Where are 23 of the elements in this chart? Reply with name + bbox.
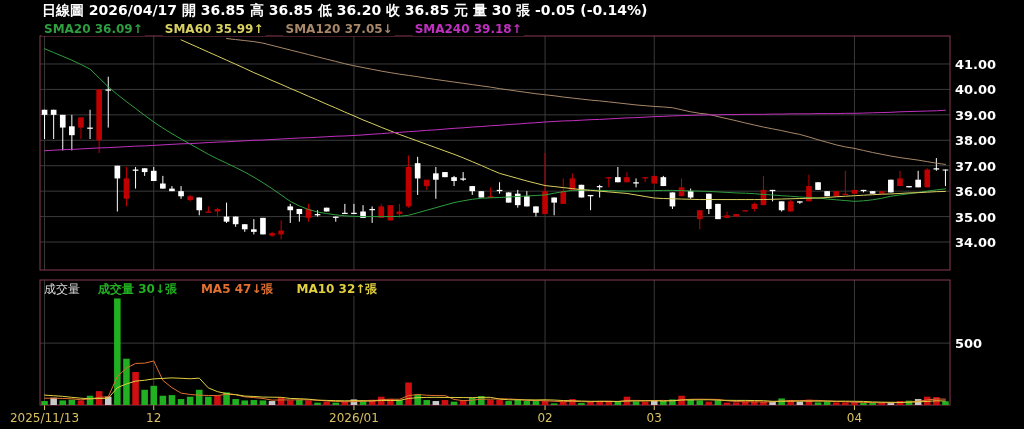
y-tick-label: 500 <box>955 336 983 352</box>
x-tick-label: 2025/11/13 <box>9 411 80 425</box>
y-tick-label: 40.00 <box>955 82 997 98</box>
series-label: 成交量 30↓張 <box>97 282 178 296</box>
x-tick-label: 03 <box>646 411 662 425</box>
y-tick-label: 36.00 <box>955 184 997 200</box>
x-tick-label: 2026/01 <box>329 411 379 425</box>
legend: SMA20 36.09↑ SMA60 35.99↑ SMA120 37.05↓ SMA240 39.18↑ <box>42 22 524 36</box>
y-tick-label: 35.00 <box>955 209 997 225</box>
y-tick-label: 37.00 <box>955 158 997 174</box>
y-tick-label: 38.00 <box>955 133 997 149</box>
series-label: SMA60 35.99↑ <box>164 22 264 36</box>
series-label: SMA120 37.05↓ <box>285 22 393 36</box>
chart-title: 成交量 <box>44 282 80 296</box>
legend: 成交量 30↓張 MA5 47↓張 MA10 32↑張 <box>95 282 381 296</box>
x-tick-label: 02 <box>537 411 553 425</box>
y-tick-label: 41.00 <box>955 56 997 72</box>
y-tick-label: 34.00 <box>955 235 997 251</box>
chart-title: 日線圖 2026/04/17 開 36.85 高 36.85 低 36.20 收 36.85 元 量 30 張 -0.05 (-0.14%) <box>42 2 648 18</box>
y-tick-label: 39.00 <box>955 107 997 123</box>
x-tick-label: 04 <box>846 411 863 425</box>
x-tick-label: 12 <box>146 411 162 425</box>
series-label: SMA20 36.09↑ <box>44 22 143 36</box>
